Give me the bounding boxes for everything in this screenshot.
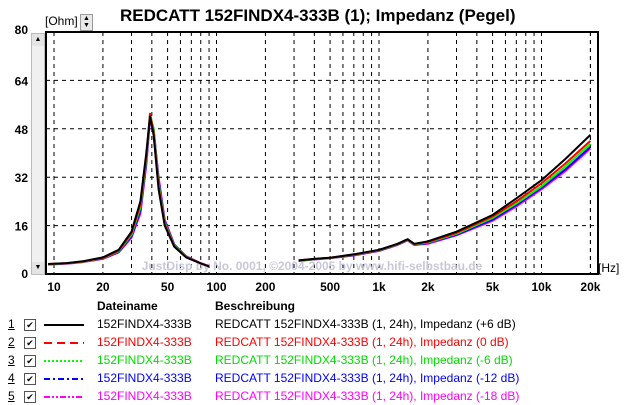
legend-line-sample bbox=[44, 342, 84, 344]
series-visibility-checkbox[interactable]: ✔ bbox=[24, 373, 36, 385]
legend-header-description: Beschreibung bbox=[215, 299, 296, 313]
watermark: JustDisp by No. 0001, ©2004-2005 by www.… bbox=[142, 259, 483, 273]
series-visibility-checkbox[interactable]: ✔ bbox=[24, 319, 36, 331]
series-visibility-checkbox[interactable]: ✔ bbox=[24, 355, 36, 367]
legend-number[interactable]: 4 bbox=[8, 371, 15, 385]
legend-filename: 152FINDX4-333B bbox=[97, 335, 192, 349]
legend-filename: 152FINDX4-333B bbox=[97, 353, 192, 367]
legend-filename: 152FINDX4-333B bbox=[97, 371, 192, 385]
legend-description: REDCATT 152FINDX4-333B (1, 24h), Impedan… bbox=[215, 389, 520, 403]
legend-description: REDCATT 152FINDX4-333B (1, 24h), Impedan… bbox=[215, 371, 520, 385]
y-tick-label: 32 bbox=[15, 171, 29, 185]
legend-line-sample bbox=[44, 324, 84, 326]
x-tick-label: 1k bbox=[372, 280, 386, 294]
legend-number[interactable]: 2 bbox=[8, 335, 15, 349]
x-tick-label: 20k bbox=[580, 280, 600, 294]
legend-line-sample bbox=[44, 378, 84, 380]
x-axis-unit: [Hz] bbox=[598, 261, 619, 275]
legend-description: REDCATT 152FINDX4-333B (1, 24h), Impedan… bbox=[215, 317, 516, 331]
x-tick-label: 200 bbox=[255, 280, 275, 294]
x-tick-label: 500 bbox=[320, 280, 340, 294]
y-unit-spinner[interactable]: ▲ ▼ bbox=[80, 14, 93, 31]
legend-filename: 152FINDX4-333B bbox=[97, 389, 192, 403]
x-tick-label: 10k bbox=[531, 280, 551, 294]
y-tick-label: 0 bbox=[21, 267, 28, 281]
series-line bbox=[48, 115, 592, 268]
legend-number[interactable]: 1 bbox=[8, 317, 15, 331]
series-line bbox=[48, 118, 592, 268]
legend-header-filename: Dateiname bbox=[97, 299, 158, 313]
y-tick-label: 80 bbox=[15, 23, 29, 37]
scroll-down-button[interactable]: ▼ bbox=[32, 262, 44, 274]
series-line bbox=[48, 112, 592, 268]
x-tick-label: 20 bbox=[96, 280, 110, 294]
scroll-up-button[interactable]: ▲ bbox=[32, 34, 44, 46]
y-tick-label: 64 bbox=[15, 74, 29, 88]
x-tick-label: 100 bbox=[206, 280, 226, 294]
y-axis-unit: [Ohm] bbox=[45, 14, 78, 28]
series-line bbox=[48, 112, 592, 268]
series-line bbox=[48, 115, 592, 268]
y-tick-label: 16 bbox=[15, 220, 29, 234]
x-tick-label: 2k bbox=[421, 280, 435, 294]
legend-number[interactable]: 5 bbox=[8, 389, 15, 403]
legend-line-sample bbox=[44, 360, 84, 362]
series-visibility-checkbox[interactable]: ✔ bbox=[24, 391, 36, 403]
legend-filename: 152FINDX4-333B bbox=[97, 317, 192, 331]
legend-line-sample bbox=[44, 396, 84, 398]
series-visibility-checkbox[interactable]: ✔ bbox=[24, 337, 36, 349]
plot-border bbox=[45, 31, 599, 275]
x-tick-label: 10 bbox=[47, 280, 61, 294]
legend-description: REDCATT 152FINDX4-333B (1, 24h), Impedan… bbox=[215, 335, 509, 349]
x-tick-label: 50 bbox=[161, 280, 175, 294]
y-tick-label: 48 bbox=[15, 123, 29, 137]
x-tick-label: 5k bbox=[486, 280, 500, 294]
legend-description: REDCATT 152FINDX4-333B (1, 24h), Impedan… bbox=[215, 353, 513, 367]
chart-title: REDCATT 152FINDX4-333B (1); Impedanz (Pe… bbox=[120, 6, 516, 25]
legend-number[interactable]: 3 bbox=[8, 353, 15, 367]
y-scrollbar[interactable]: ▲ ▼ bbox=[31, 33, 45, 275]
